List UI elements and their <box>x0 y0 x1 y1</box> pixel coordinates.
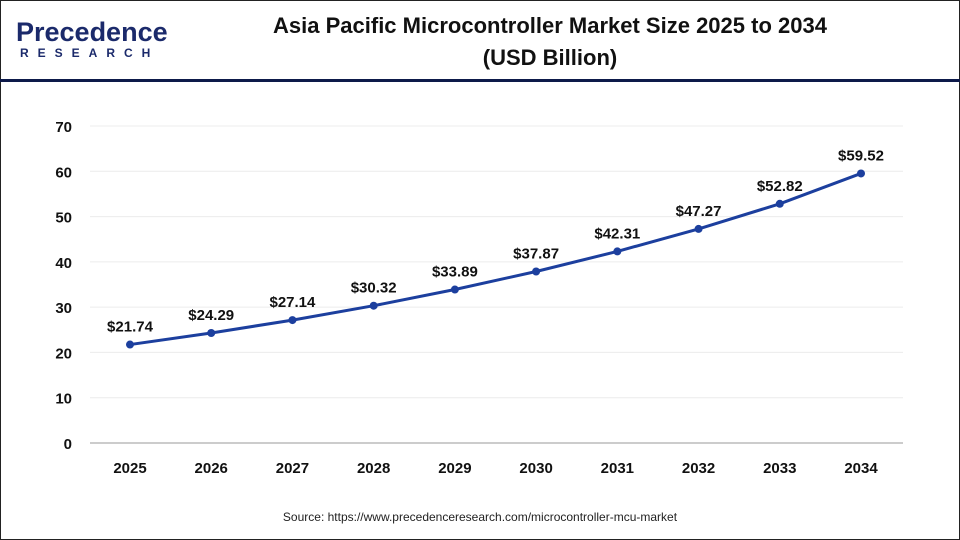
y-tick-label: 20 <box>55 345 72 362</box>
x-tick-label: 2027 <box>276 460 309 477</box>
x-tick-label: 2031 <box>601 460 634 477</box>
data-point <box>775 199 784 208</box>
data-label: $33.89 <box>432 264 478 281</box>
x-tick-label: 2032 <box>682 460 715 477</box>
x-tick-label: 2025 <box>113 460 146 477</box>
data-label: $24.29 <box>188 307 234 324</box>
header-divider <box>0 79 960 82</box>
x-tick-label: 2030 <box>519 460 552 477</box>
y-tick-label: 40 <box>55 255 72 272</box>
data-point <box>126 340 134 349</box>
data-point <box>613 247 622 256</box>
x-tick-label: 2034 <box>844 460 878 477</box>
data-label: $30.32 <box>351 280 397 297</box>
data-label: $27.14 <box>269 294 316 311</box>
data-point <box>450 285 459 294</box>
y-tick-label: 0 <box>64 436 72 453</box>
logo: Precedence RESEARCH <box>16 17 168 64</box>
data-label: $52.82 <box>757 178 803 195</box>
x-tick-label: 2033 <box>763 460 796 477</box>
data-point <box>288 316 297 325</box>
title-line-1: Asia Pacific Microcontroller Market Size… <box>273 13 827 38</box>
y-tick-label: 10 <box>55 391 72 408</box>
title-line-2: (USD Billion) <box>482 45 618 70</box>
data-point <box>532 267 541 276</box>
y-tick-label: 50 <box>55 210 72 227</box>
data-point <box>857 169 865 178</box>
data-label: $42.31 <box>594 225 640 242</box>
x-tick-label: 2029 <box>438 460 471 477</box>
logo-text-bottom: RESEARCH <box>20 46 160 60</box>
source-note: Source: https://www.precedenceresearch.c… <box>282 510 678 524</box>
y-tick-label: 60 <box>55 164 72 181</box>
y-tick-label: 30 <box>55 300 72 317</box>
x-tick-label: 2028 <box>357 460 390 477</box>
data-label: $21.74 <box>107 319 154 336</box>
chart-title: Asia Pacific Microcontroller Market Size… <box>200 10 900 74</box>
data-label: $47.27 <box>676 203 722 220</box>
data-label: $37.87 <box>513 246 559 263</box>
x-tick-label: 2026 <box>195 460 228 477</box>
data-point <box>694 224 703 233</box>
data-point <box>207 329 216 338</box>
series-line <box>129 172 862 347</box>
y-tick-label: 70 <box>55 119 72 136</box>
data-point <box>369 301 378 310</box>
data-label: $59.52 <box>838 147 884 164</box>
logo-text-top: Precedence <box>16 17 168 47</box>
